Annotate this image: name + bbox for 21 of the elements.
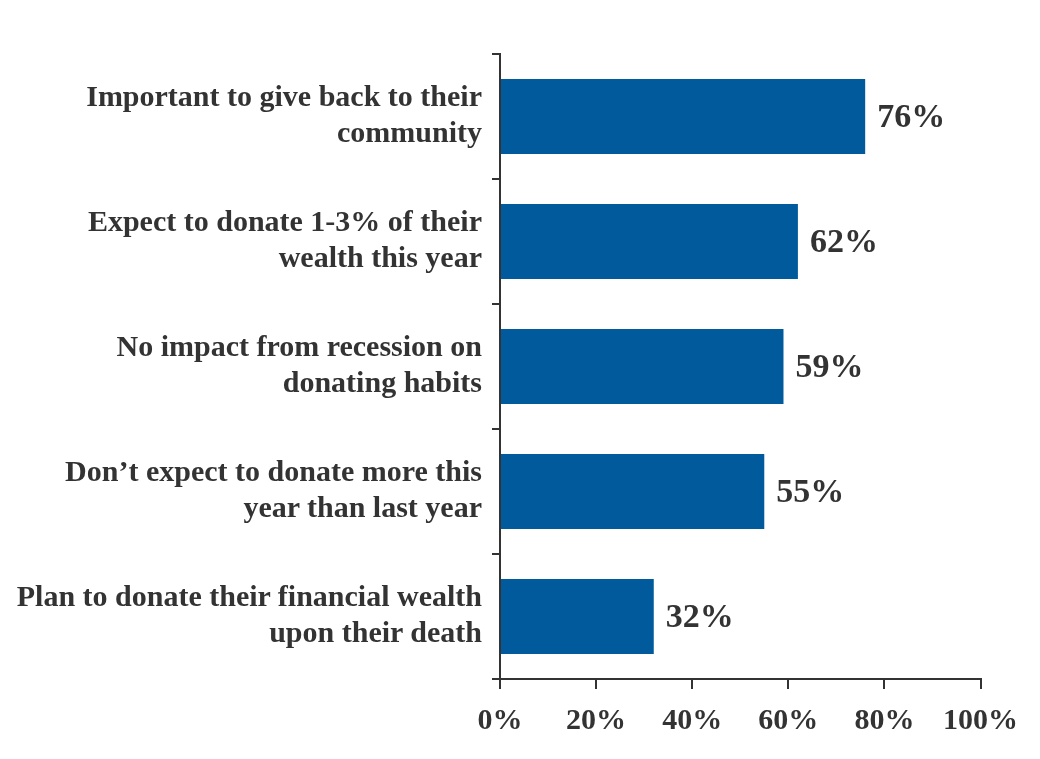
y-tick-label: Plan to donate their financial wealth upon their death — [16, 579, 483, 649]
data-label: 62% — [809, 222, 878, 260]
data-label: 76% — [877, 97, 946, 135]
bar — [501, 204, 798, 279]
bar — [501, 579, 654, 654]
data-label: 32% — [665, 597, 734, 635]
y-tick-label: No impact from recession on donating habits — [116, 329, 483, 399]
x-tick-label: 60% — [758, 701, 819, 735]
bar — [501, 454, 765, 529]
x-tick-label: 20% — [566, 701, 627, 735]
x-tick-label: 40% — [662, 701, 723, 735]
x-tick-label: 80% — [854, 701, 915, 735]
data-label: 59% — [795, 347, 864, 385]
y-tick-label: Don’t expect to donate more this year than last year — [65, 454, 482, 524]
y-tick-label: Important to give back to their community — [86, 79, 482, 149]
x-tick-label: 100% — [943, 701, 1018, 735]
bar — [501, 79, 866, 154]
bar — [501, 329, 784, 404]
data-label: 55% — [776, 472, 845, 510]
y-tick-label: Expect to donate 1-3% of their wealth this year — [87, 204, 482, 274]
x-tick-label: 0% — [477, 701, 523, 735]
